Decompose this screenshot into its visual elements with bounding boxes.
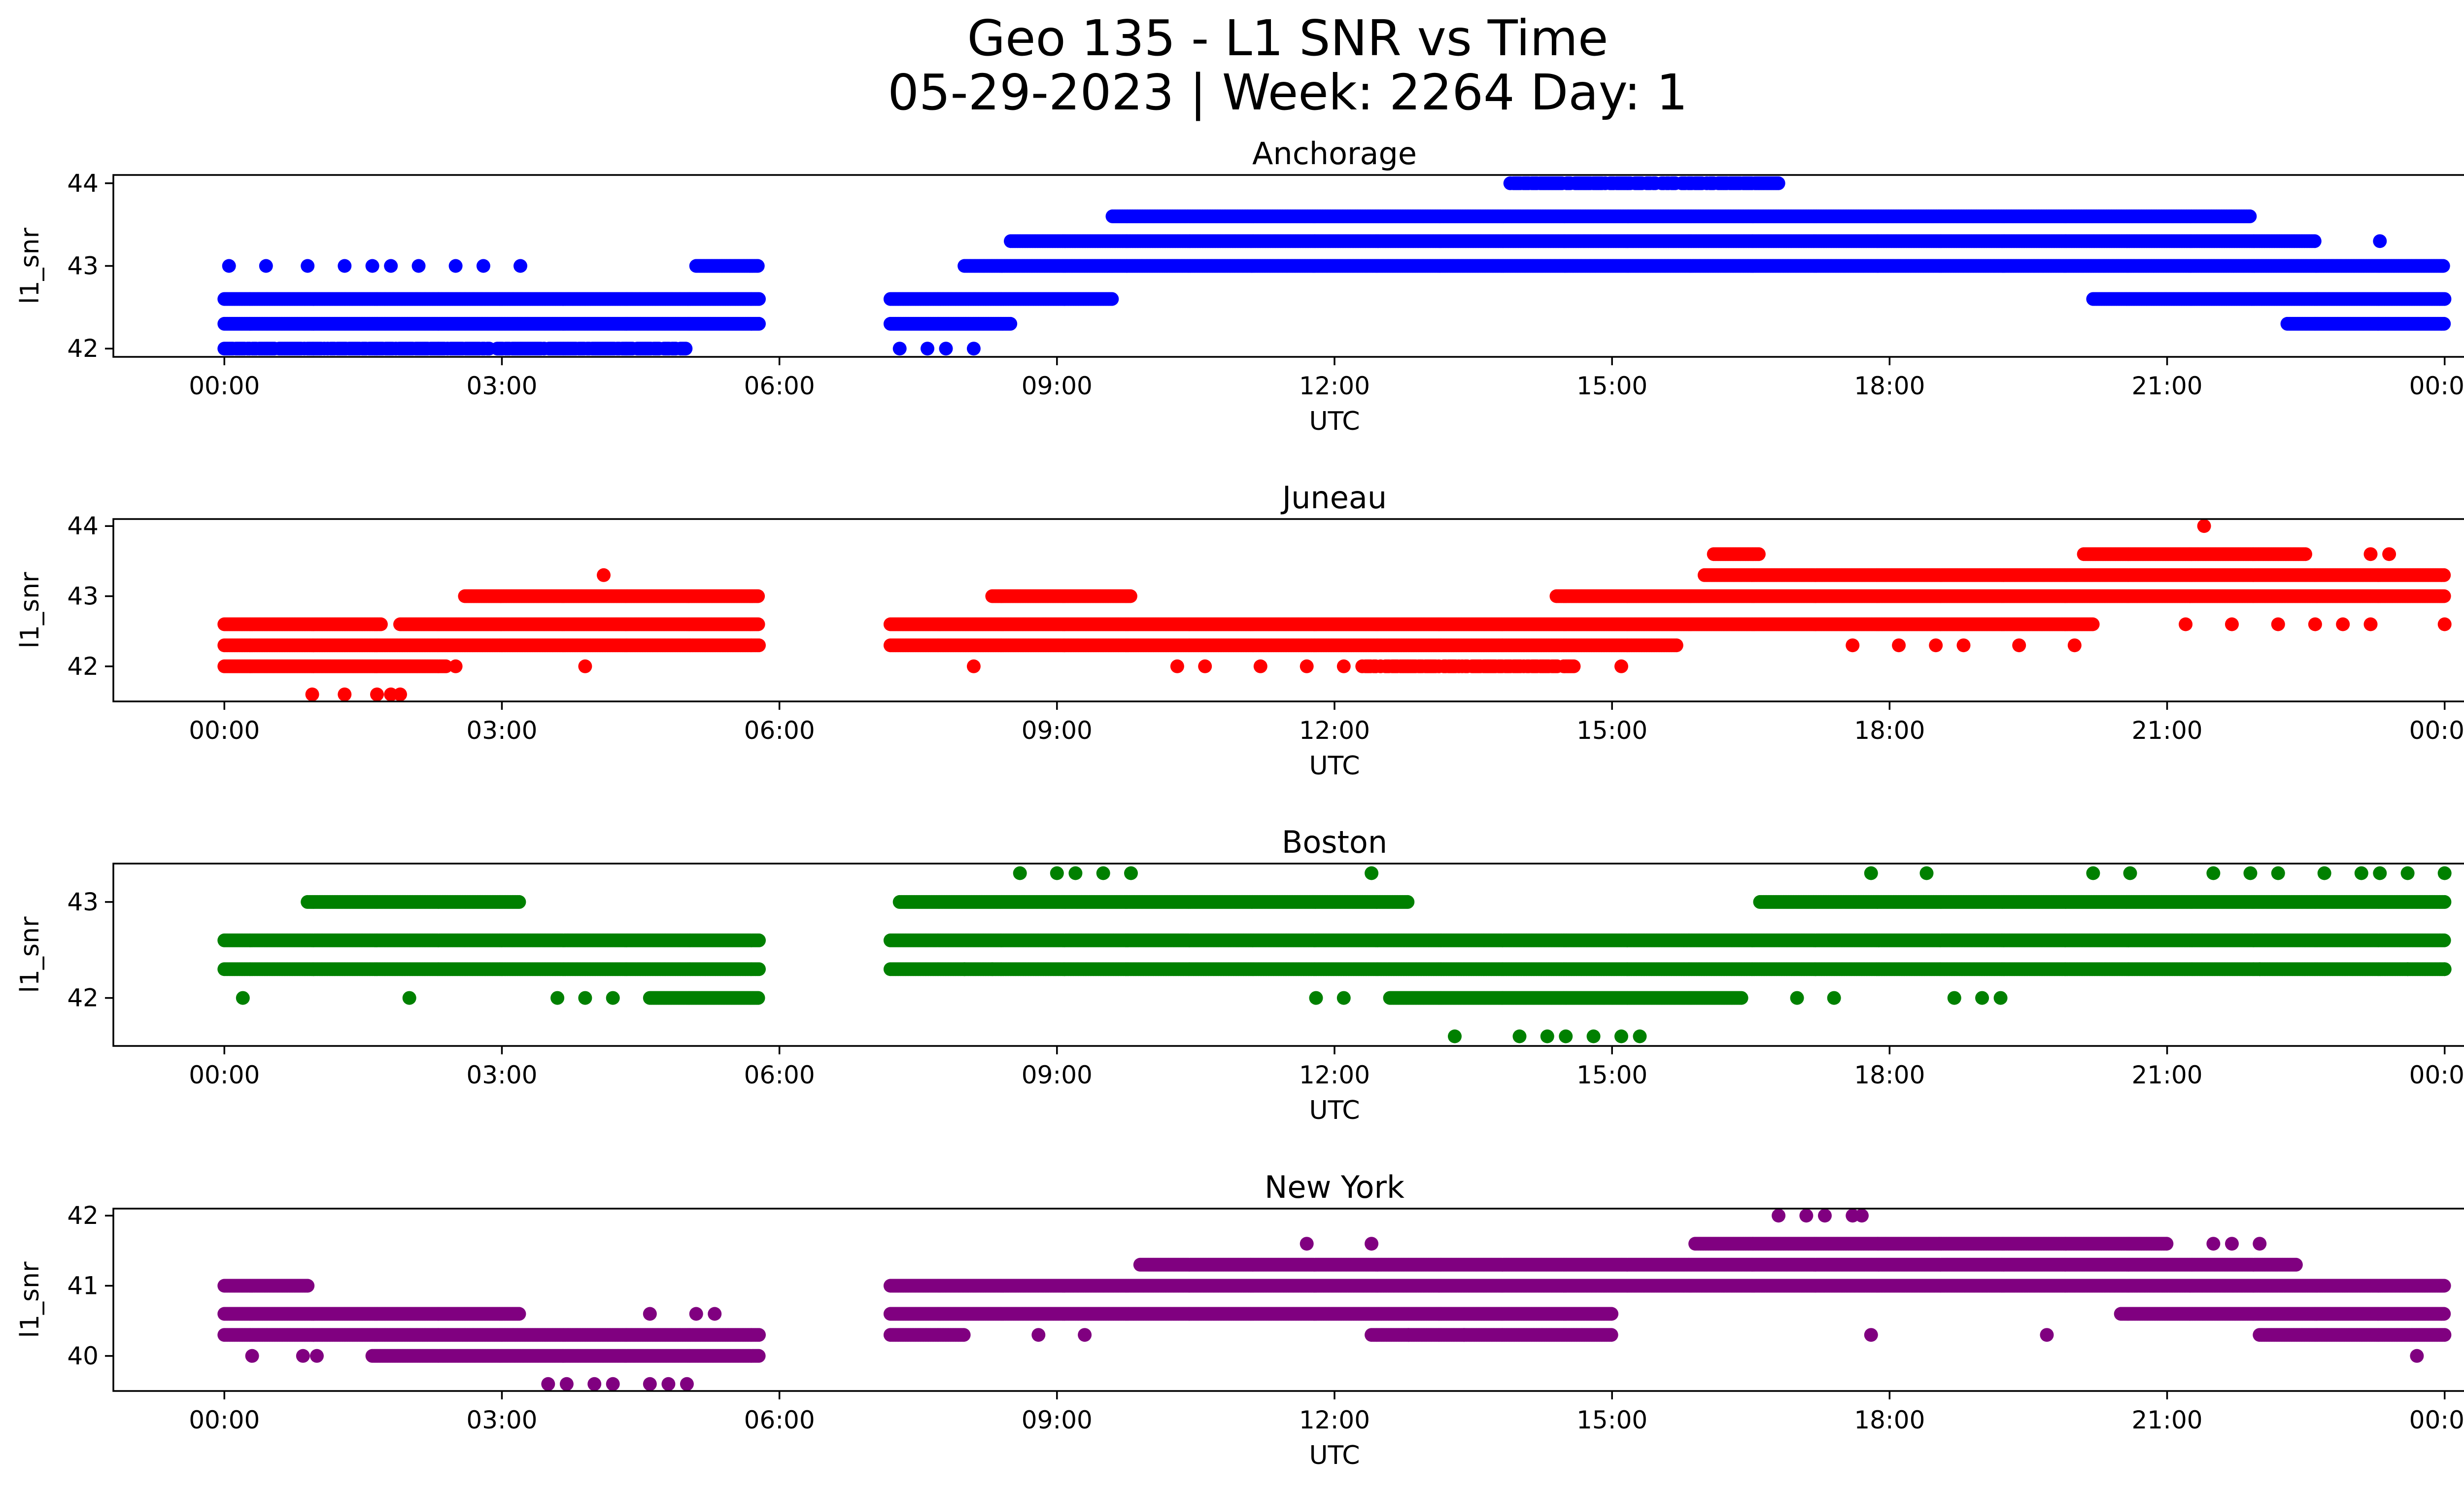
- data-point: [1771, 176, 1785, 190]
- data-point: [476, 259, 490, 273]
- data-point: [2436, 259, 2450, 273]
- x-tick-label: 21:00: [2131, 372, 2202, 400]
- x-tick-label: 00:00: [189, 372, 260, 400]
- data-point: [1003, 316, 1018, 331]
- data-point: [752, 292, 766, 306]
- subplot-grid: Anchorage 00:00 03:00 06:00 09:00 12:00 15:00 1…: [15, 136, 2464, 1470]
- y-tick-label: 43: [67, 252, 99, 280]
- data-point: [374, 617, 388, 631]
- data-point: [939, 342, 953, 356]
- subplot-anchorage: Anchorage 00:00 03:00 06:00 09:00 12:00 15:00 1…: [15, 136, 2464, 436]
- data-point: [752, 638, 766, 653]
- figure-title-line-2: 05-29-2023 | Week: 2264 Day: 1: [888, 64, 1687, 121]
- x-tick-label: 06:00: [744, 372, 815, 400]
- x-tick-label: 15:00: [1576, 372, 1647, 400]
- y-tick-label: 44: [67, 169, 99, 198]
- x-tick-label: 09:00: [1022, 372, 1093, 400]
- data-point: [2437, 292, 2452, 306]
- data-point: [966, 342, 981, 356]
- data-point: [2437, 316, 2451, 331]
- x-tick-label: 12:00: [1299, 372, 1370, 400]
- x-tick-label: 03:00: [466, 372, 537, 400]
- data-point: [411, 259, 426, 273]
- data-point: [259, 259, 273, 273]
- data-point: [384, 259, 398, 273]
- data-point: [222, 259, 236, 273]
- y-axis-label: l1_snr: [15, 227, 45, 304]
- x-tick-label: 18:00: [1854, 372, 1925, 400]
- data-point: [2307, 234, 2322, 248]
- data-point: [1105, 292, 1119, 306]
- data-point: [892, 342, 907, 356]
- data-point: [2373, 234, 2387, 248]
- scatter-series: [217, 176, 2452, 356]
- data-point: [679, 342, 693, 356]
- data-point: [301, 259, 315, 273]
- scatter-series: [217, 519, 2452, 701]
- data-point: [338, 259, 352, 273]
- subplot-title: Anchorage: [1252, 136, 1417, 172]
- data-point: [1669, 638, 1683, 653]
- y-tick-label: 42: [67, 334, 99, 363]
- subplot-title: Juneau: [1280, 480, 1387, 516]
- x-tick-label: 00:00: [2409, 372, 2464, 400]
- data-point: [2243, 209, 2257, 223]
- data-point: [751, 259, 765, 273]
- data-point: [513, 259, 527, 273]
- data-point: [921, 342, 934, 356]
- data-point: [752, 316, 766, 331]
- data-point: [365, 259, 379, 273]
- x-axis-label: UTC: [1309, 407, 1360, 436]
- figure-title-line-1: Geo 135 - L1 SNR vs Time: [967, 9, 1608, 67]
- data-point: [448, 259, 463, 273]
